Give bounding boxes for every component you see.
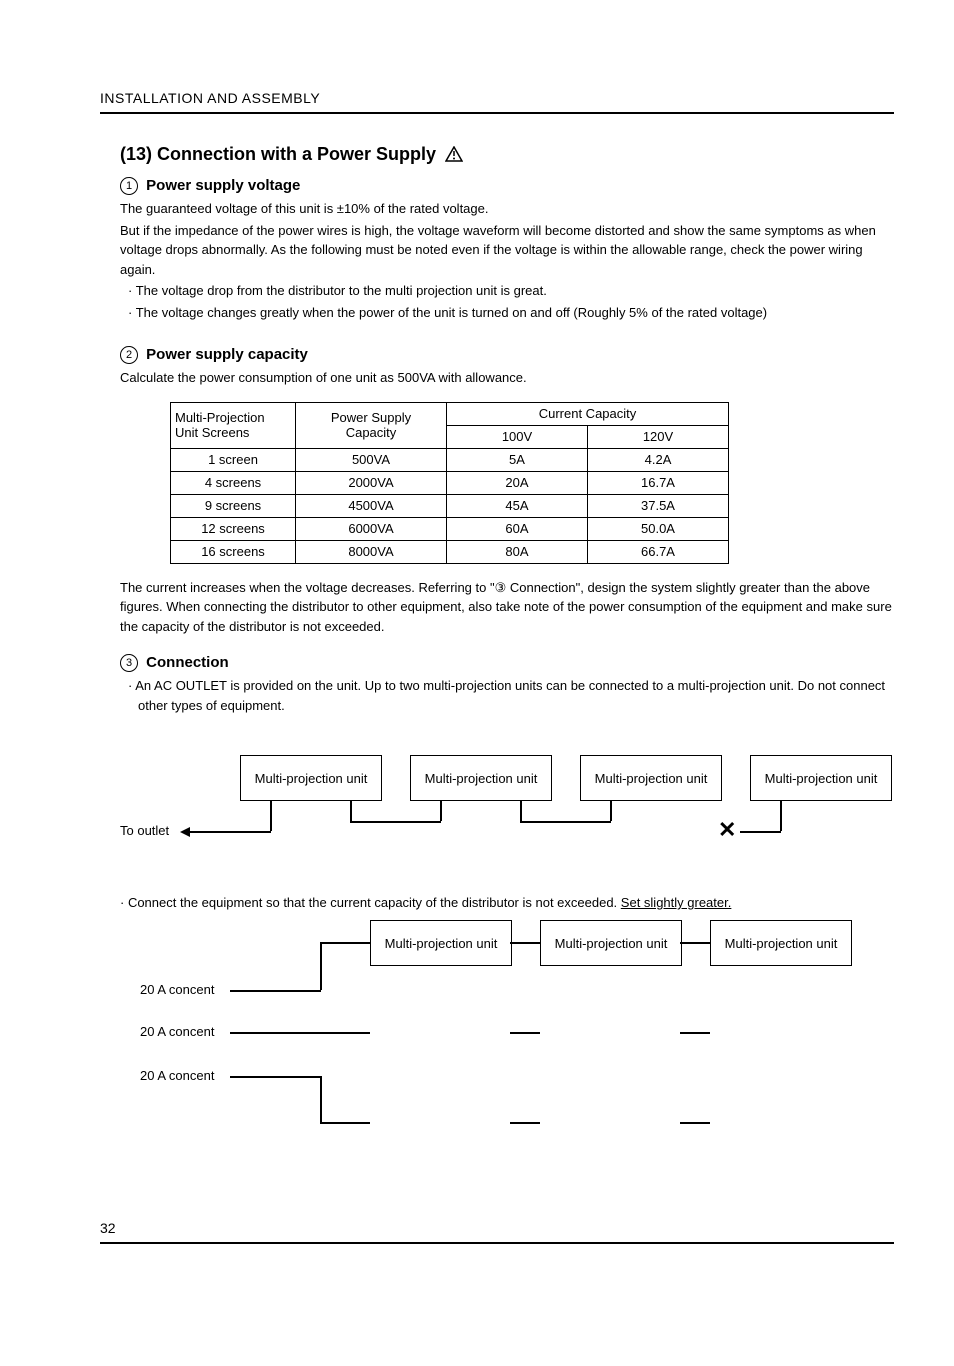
- d1-line: [610, 801, 612, 821]
- d1-line: [740, 831, 781, 833]
- circled-number-3: 3: [120, 654, 138, 672]
- d1-line: [350, 821, 441, 823]
- d2-line: [510, 1122, 540, 1124]
- bullet-2: · The voltage changes greatly when the p…: [128, 303, 894, 323]
- bullet-1: · The voltage drop from the distributor …: [128, 281, 894, 301]
- d2-line: [510, 1032, 540, 1034]
- d2-line: [680, 1032, 710, 1034]
- mpu-box: Multi-projection unit: [750, 755, 892, 801]
- d1-line: [270, 801, 272, 831]
- th-screens: Multi-Projection Unit Screens: [171, 402, 296, 448]
- circled-number-2: 2: [120, 346, 138, 364]
- th-capacity: Power Supply Capacity: [296, 402, 447, 448]
- table-row: 16 screens 8000VA 80A 66.7A: [171, 540, 729, 563]
- subhead-2-title: Power supply capacity: [146, 346, 308, 363]
- connection-diagram-2: Multi-projection unit Multi-projection u…: [120, 920, 874, 1180]
- to-outlet-label: To outlet: [120, 823, 169, 838]
- d2-line: [230, 1032, 321, 1034]
- para-5: · An AC OUTLET is provided on the unit. …: [128, 676, 894, 715]
- d2-line: [320, 942, 322, 990]
- mpu-box: Multi-projection unit: [710, 920, 852, 966]
- connection-diagram-1: Multi-projection unit Multi-projection u…: [120, 755, 874, 885]
- th-100v: 100V: [447, 425, 588, 448]
- mpu-box: Multi-projection unit: [240, 755, 382, 801]
- table-row: 12 screens 6000VA 60A 50.0A: [171, 517, 729, 540]
- d2-line: [320, 1122, 370, 1124]
- table-row: 9 screens 4500VA 45A 37.5A: [171, 494, 729, 517]
- para-1: The guaranteed voltage of this unit is ±…: [120, 199, 894, 219]
- d2-line: [230, 1076, 321, 1078]
- note-2a: · Connect the equipment so that the curr…: [120, 895, 621, 910]
- page: INSTALLATION AND ASSEMBLY (13) Connectio…: [0, 0, 954, 1284]
- mpu-box: Multi-projection unit: [410, 755, 552, 801]
- d2-line: [320, 1032, 370, 1034]
- capacity-table: Multi-Projection Unit Screens Power Supp…: [170, 402, 729, 564]
- subhead-1: 1 Power supply voltage: [120, 177, 894, 195]
- d2-line: [320, 942, 370, 944]
- th-cap-l1: Power Supply: [331, 410, 411, 425]
- d2-line: [680, 942, 710, 944]
- table-row: 1 screen 500VA 5A 4.2A: [171, 448, 729, 471]
- bottom-rule: [100, 1242, 894, 1244]
- x-mark-icon: ✕: [718, 817, 736, 843]
- note-2: · Connect the equipment so that the curr…: [120, 895, 894, 910]
- d1-line: [780, 801, 782, 831]
- concent-label-1: 20 A concent: [140, 982, 214, 997]
- subhead-2: 2 Power supply capacity: [120, 346, 894, 364]
- circled-number-1: 1: [120, 177, 138, 195]
- subhead-3-title: Connection: [146, 654, 229, 671]
- concent-label-2: 20 A concent: [140, 1024, 214, 1039]
- table-row: 4 screens 2000VA 20A 16.7A: [171, 471, 729, 494]
- concent-label-3: 20 A concent: [140, 1068, 214, 1083]
- subhead-1-title: Power supply voltage: [146, 177, 300, 194]
- running-head: INSTALLATION AND ASSEMBLY: [100, 90, 894, 114]
- subhead-3: 3 Connection: [120, 654, 894, 672]
- mpu-box: Multi-projection unit: [580, 755, 722, 801]
- note-2b: Set slightly greater.: [621, 895, 732, 910]
- d1-line: [440, 801, 442, 821]
- d1-line: [350, 801, 352, 821]
- th-120v: 120V: [588, 425, 729, 448]
- para-3: Calculate the power consumption of one u…: [120, 368, 894, 388]
- arrow-left-icon: [180, 827, 190, 837]
- d2-line: [680, 1122, 710, 1124]
- d2-line: [510, 942, 540, 944]
- d1-line: [520, 801, 522, 821]
- page-number: 32: [100, 1220, 894, 1236]
- d2-line: [320, 1076, 322, 1123]
- th-cap-l2: Capacity: [346, 425, 397, 440]
- warning-icon: [445, 146, 463, 167]
- d1-line: [520, 821, 611, 823]
- mpu-box: Multi-projection unit: [540, 920, 682, 966]
- section-title: (13) Connection with a Power Supply: [120, 144, 894, 167]
- para-4: The current increases when the voltage d…: [120, 578, 894, 637]
- d2-line: [230, 990, 321, 992]
- d1-line: [190, 831, 271, 833]
- para-2: But if the impedance of the power wires …: [120, 221, 894, 280]
- section-title-text: (13) Connection with a Power Supply: [120, 144, 436, 164]
- th-current: Current Capacity: [447, 402, 729, 425]
- mpu-box: Multi-projection unit: [370, 920, 512, 966]
- th-screens-l1: Multi-Projection: [175, 410, 265, 425]
- th-screens-l2: Unit Screens: [175, 425, 249, 440]
